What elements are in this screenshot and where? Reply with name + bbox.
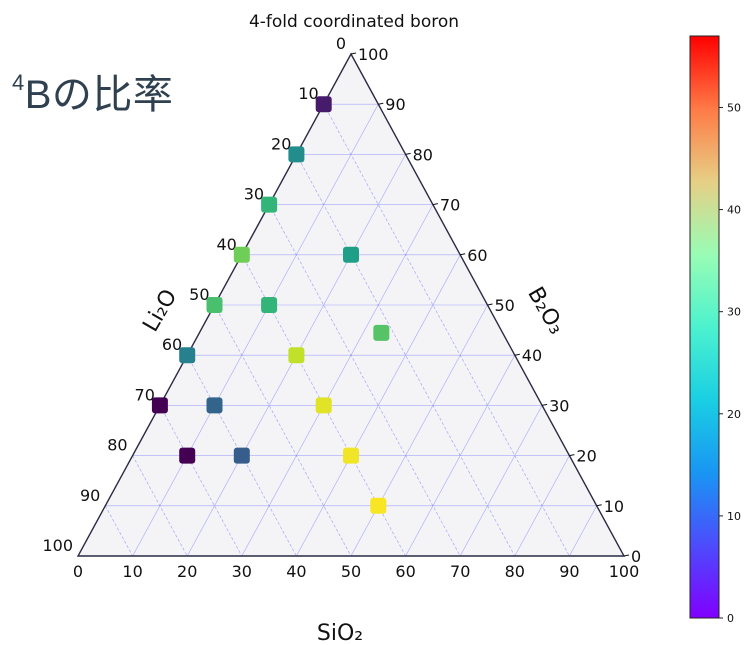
tick-labels: 0 10 20 30 40 50 60 70 80 90 100010203040506070809… [42,34,641,581]
tick-label-sio2: 20 [177,562,197,581]
colorbar-tick-label: 40 [727,204,741,217]
grid-line [569,505,597,557]
tick-label-li2o: 70 [135,385,155,404]
data-point [315,397,332,414]
grid-line [214,304,352,557]
data-point [179,447,196,464]
tick-mark-b2o3 [514,353,520,356]
grid-line [296,154,516,557]
grid-line [132,455,188,557]
colorbar-tick-label: 30 [727,306,741,319]
data-point [206,297,223,313]
tick-label-sio2: 0 [73,562,83,581]
tick-label-b2o3: 70 [440,196,460,215]
tick-label-li2o: 20 [271,134,291,153]
tick-label-b2o3: 0 [631,547,641,566]
tick-label-li2o: 90 [80,486,100,505]
tick-mark-b2o3 [487,303,493,306]
colorbar [689,35,720,619]
data-point [343,447,359,464]
data-point [206,397,223,414]
tick-label-b2o3: 50 [495,296,515,315]
tick-label-sio2: 70 [450,562,470,581]
grid-line [514,455,570,557]
tick-label-sio2: 50 [341,562,361,581]
data-point [261,196,278,213]
tick-mark-b2o3 [350,52,357,55]
tick-label-sio2: 30 [232,562,252,581]
data-point [315,96,332,113]
tick-label-sio2: 80 [505,562,525,581]
grid-line [132,104,379,557]
data-point [233,447,250,464]
slide-label: 4Bの比率 [12,62,173,120]
grid-line [459,405,543,557]
tick-label-b2o3: 80 [413,145,433,164]
tick-label-sio2: 10 [122,562,142,581]
data-point [288,347,305,364]
tick-label-sio2: 90 [559,562,579,581]
tick-label-b2o3: 40 [522,346,542,365]
grid-line [104,505,133,557]
tick-label-b2o3: 10 [604,497,624,516]
grid-line [241,204,434,557]
data-point [179,347,196,364]
tick-label-li2o: 50 [189,285,209,304]
data-point [373,324,390,341]
colorbar-tick-label: 10 [727,510,741,523]
tick-mark-b2o3 [596,504,602,507]
grid-line [159,405,243,557]
colorbar-tick-label: 50 [727,101,741,114]
tick-label-b2o3: 60 [467,246,487,265]
data-point [370,497,387,514]
tick-label-b2o3: 30 [549,396,569,415]
grid-line [405,355,516,557]
tick-mark-b2o3 [405,152,411,155]
colorbar-ticks: 0 10 20 30 40 50 [719,101,741,625]
tick-mark-b2o3 [378,102,384,105]
tick-mark-b2o3 [623,554,630,557]
tick-mark-b2o3 [460,253,466,256]
tick-label-li2o: 30 [244,185,264,204]
data-point [288,146,305,163]
grid-line [186,355,297,557]
slide-label-text: Bの比率 [24,73,174,117]
grid-line [350,304,488,557]
axis-label-sio2: SiO₂ [317,621,363,645]
tick-label-li2o: 40 [216,235,236,254]
tick-label-sio2: 100 [609,562,640,581]
tick-label-li2o: 80 [107,436,127,455]
grid-line [268,204,461,557]
tick-label-li2o: 10 [298,84,318,103]
colorbar-tick-label: 20 [727,408,741,421]
tick-label-li2o: 0 [336,34,346,53]
data-point [233,246,250,263]
tick-mark-b2o3 [432,203,438,206]
slide-label-superscript: 4 [12,70,25,95]
tick-label-li2o: 100 [42,536,73,555]
data-point [261,297,278,313]
data-points [151,96,390,514]
grid-line [323,104,570,557]
tick-mark-b2o3 [569,454,575,457]
tick-label-sio2: 60 [395,562,415,581]
tick-label-b2o3: 20 [576,447,596,466]
tick-mark-b2o3 [542,403,548,406]
colorbar-tick-label: 0 [727,612,734,625]
chart-title: 4-fold coordinated boron [249,12,459,32]
data-point [343,246,359,263]
tick-label-b2o3: 90 [385,95,405,114]
tick-label-li2o: 60 [162,335,182,354]
data-point [151,397,168,414]
tick-label-sio2: 40 [286,562,306,581]
tick-label-b2o3: 100 [358,45,389,64]
